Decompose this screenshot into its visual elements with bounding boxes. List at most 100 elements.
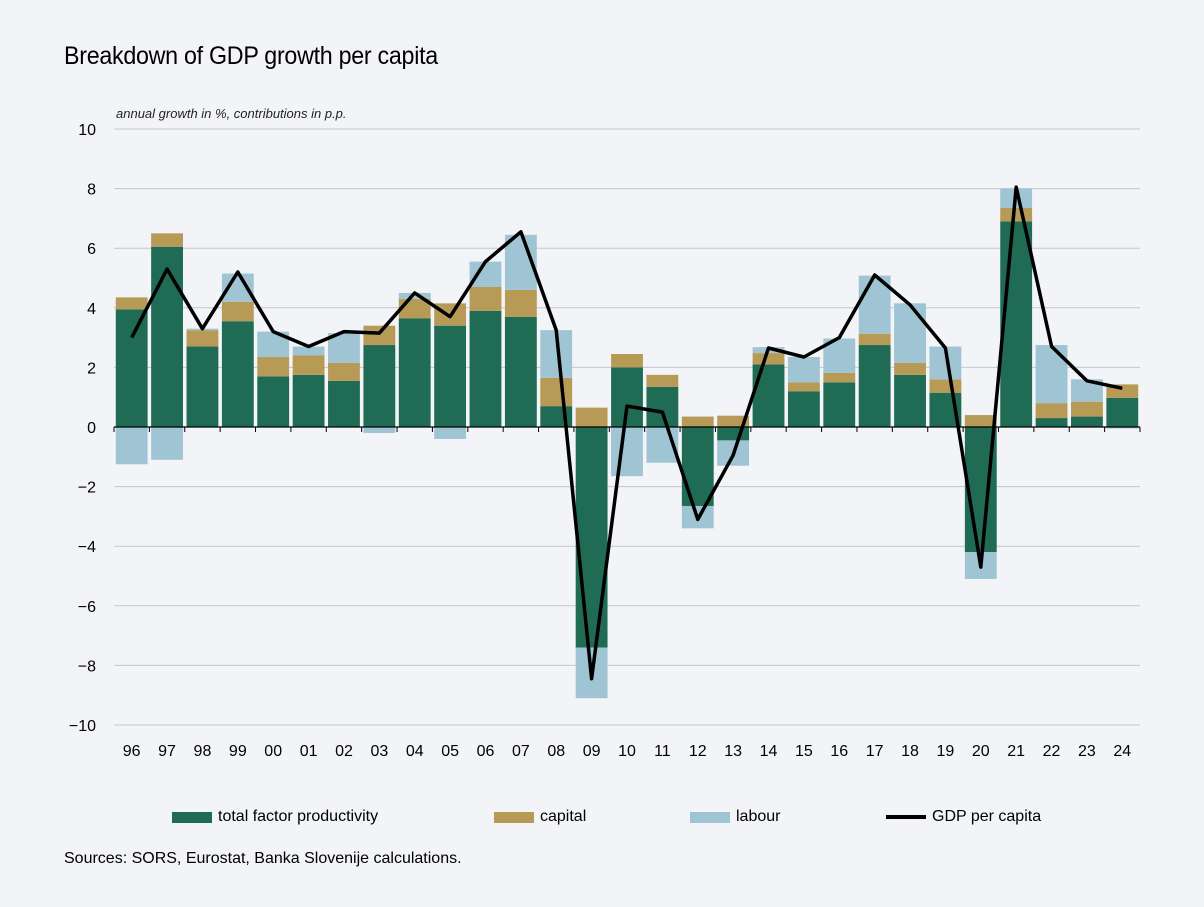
- bar-tfp: [292, 374, 325, 427]
- bar-tfp: [823, 382, 856, 427]
- y-tick-label: 8: [87, 182, 96, 199]
- y-tick-label: 10: [78, 122, 96, 139]
- zero-axis: [113, 426, 1141, 432]
- bar-labour: [398, 292, 431, 299]
- bar-capital: [1071, 401, 1103, 417]
- gdp-line-series: [130, 185, 1123, 681]
- bar-capital: [823, 372, 856, 383]
- bar-capital: [186, 330, 219, 347]
- x-tick-label: 22: [1043, 743, 1061, 760]
- legend-label-labour: labour: [736, 808, 781, 825]
- bar-tfp: [858, 345, 891, 427]
- bar-capital: [894, 362, 926, 375]
- y-tick-label: −4: [78, 539, 96, 556]
- bar-labour: [894, 303, 926, 363]
- bar-capital: [929, 379, 962, 393]
- bar-capital: [752, 353, 785, 365]
- legend: total factor productivity capital labour…: [0, 808, 1204, 832]
- legend-label-capital: capital: [540, 808, 587, 825]
- x-tick-label: 20: [972, 743, 990, 760]
- bar-tfp: [328, 380, 360, 427]
- x-tick-label: 96: [123, 743, 141, 760]
- bar-capital: [469, 286, 502, 311]
- x-tick-label: 06: [477, 743, 495, 760]
- x-tick-label: 18: [901, 743, 919, 760]
- bar-capital: [257, 356, 290, 377]
- bar-tfp: [221, 321, 254, 427]
- bar-capital: [681, 416, 714, 427]
- x-tick-label: 13: [724, 743, 742, 760]
- bar-capital: [151, 233, 183, 247]
- x-tick-label: 03: [370, 743, 388, 760]
- x-tick-label: 16: [830, 743, 848, 760]
- bar-labour: [1035, 345, 1068, 404]
- bar-labour: [115, 427, 148, 465]
- bar-capital: [221, 301, 254, 322]
- bar-tfp: [1000, 221, 1033, 427]
- bar-capital: [540, 377, 573, 407]
- bar-tfp: [363, 345, 396, 427]
- y-tick-label: 4: [87, 301, 96, 318]
- bar-series: [115, 188, 1139, 699]
- bar-labour: [1071, 379, 1103, 402]
- bar-capital: [115, 297, 148, 310]
- source-note: Sources: SORS, Eurostat, Banka Slovenije…: [64, 850, 462, 867]
- legend-swatch-tfp: [172, 811, 212, 823]
- bar-tfp: [1071, 416, 1103, 427]
- x-tick-label: 05: [441, 743, 459, 760]
- bar-capital: [964, 415, 997, 427]
- x-tick-label: 12: [689, 743, 707, 760]
- x-tick-label: 09: [583, 743, 601, 760]
- x-tick-label: 00: [264, 743, 282, 760]
- bar-capital: [328, 362, 360, 381]
- bar-capital: [504, 289, 537, 317]
- legend-swatch-capital: [494, 811, 534, 823]
- x-tick-label: 14: [760, 743, 778, 760]
- bar-labour: [363, 427, 396, 433]
- legend-item-gdp: GDP per capita: [886, 808, 1041, 826]
- x-tick-label: 15: [795, 743, 813, 760]
- bar-tfp: [787, 391, 820, 427]
- y-tick-label: 6: [87, 241, 96, 258]
- y-tick-label: 2: [87, 360, 96, 377]
- x-tick-label: 10: [618, 743, 636, 760]
- bar-tfp: [504, 316, 537, 427]
- bar-labour: [328, 333, 360, 363]
- x-tick-label: 07: [512, 743, 530, 760]
- bar-capital: [646, 374, 679, 387]
- x-tick-label: 99: [229, 743, 247, 760]
- x-tick-labels: 96 97 98 99 00 01 02 03 04 05 06 07 08 09 10 11 12 13 14 15…: [123, 743, 1132, 760]
- x-tick-label: 98: [194, 743, 212, 760]
- x-tick-label: 08: [547, 743, 565, 760]
- bar-capital: [363, 325, 396, 346]
- bar-labour: [787, 356, 820, 383]
- x-tick-label: 23: [1078, 743, 1096, 760]
- y-tick-label: 0: [87, 420, 96, 437]
- bar-capital: [787, 382, 820, 392]
- bar-tfp: [752, 364, 785, 427]
- x-tick-label: 01: [300, 743, 318, 760]
- bar-capital: [575, 407, 608, 427]
- bar-capital: [1000, 207, 1033, 222]
- y-tick-label: −6: [78, 599, 96, 616]
- y-tick-labels: −10 −8 −6 −4 −2 0 2 4 6 8 10: [69, 122, 96, 735]
- y-tick-label: −10: [69, 718, 96, 735]
- y-tick-label: −2: [78, 480, 96, 497]
- y-tick-label: −8: [78, 658, 96, 675]
- bar-tfp: [646, 386, 679, 427]
- bar-capital: [292, 355, 325, 375]
- legend-swatch-gdp: [886, 815, 926, 819]
- bar-tfp: [434, 325, 467, 427]
- bar-tfp: [115, 309, 148, 427]
- bar-tfp: [575, 427, 608, 648]
- bar-tfp: [257, 376, 290, 427]
- bar-labour: [469, 261, 502, 287]
- legend-item-capital: capital: [494, 808, 586, 826]
- chart-title: Breakdown of GDP growth per capita: [64, 42, 438, 70]
- legend-label-gdp: GDP per capita: [932, 808, 1042, 825]
- bar-tfp: [469, 310, 502, 427]
- bar-tfp: [717, 427, 750, 441]
- x-tick-label: 02: [335, 743, 353, 760]
- x-tick-label: 11: [654, 743, 671, 760]
